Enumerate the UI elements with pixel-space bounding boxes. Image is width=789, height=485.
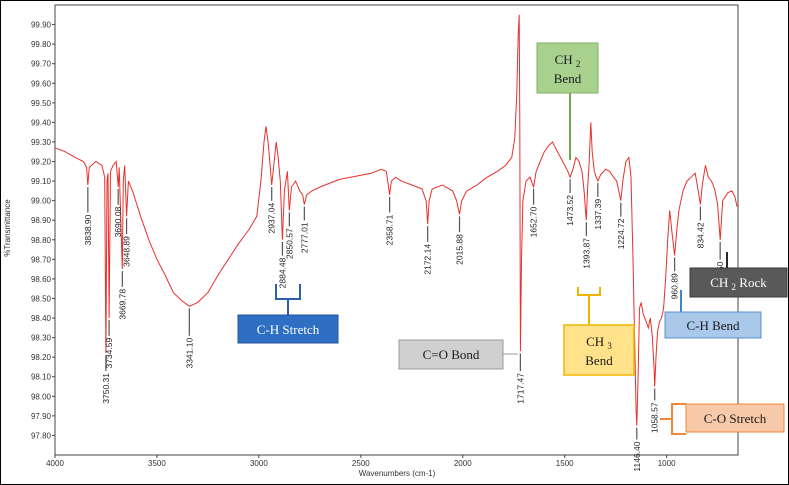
- x-tick-label: 1000: [658, 459, 676, 468]
- y-tick-label: 99.90: [31, 21, 52, 30]
- y-axis-ticks: 97.80 97.90 98.00 98.10 98.20 98.30 98.40 98.50…: [31, 21, 55, 440]
- peak-label: 1473.52: [565, 195, 575, 226]
- y-tick-label: 98.50: [31, 294, 52, 303]
- ch2-rock-label: CH 2 Rock: [710, 275, 767, 292]
- co-bond-label: C=O Bond: [423, 347, 480, 362]
- y-tick-label: 99.70: [31, 60, 52, 69]
- x-tick-label: 3000: [250, 459, 268, 468]
- y-tick-label: 99.10: [31, 177, 52, 186]
- peak-label: 960.89: [670, 273, 680, 299]
- ch2-rock-box: CH 2 Rock: [689, 267, 788, 298]
- x-tick-label: 2500: [352, 459, 370, 468]
- ch2-bend-line2: Bend: [554, 71, 582, 86]
- peak-label: 3734.59: [104, 338, 114, 369]
- y-axis-title: %Transmittance: [3, 199, 12, 257]
- peak-label: 1652.70: [529, 206, 539, 237]
- peak-label: 2015.88: [455, 234, 465, 265]
- peak-label: 2172.14: [423, 244, 433, 275]
- peak-labels: 3838.90 3750.31 3734.59 3690.08 3669.78 3648.…: [83, 195, 725, 472]
- peak-label: 3669.78: [117, 289, 127, 320]
- y-tick-label: 99.60: [31, 79, 52, 88]
- peak-label: 1717.47: [515, 373, 525, 404]
- x-axis-title: Wavenumbers (cm-1): [359, 469, 436, 478]
- y-tick-label: 99.30: [31, 138, 52, 147]
- y-tick-label: 98.80: [31, 236, 52, 245]
- co-stretch-bracket: [660, 403, 686, 435]
- peak-label: 3838.90: [83, 214, 93, 245]
- x-tick-label: 4000: [46, 459, 64, 468]
- y-tick-label: 99.00: [31, 197, 52, 206]
- peak-label: 834.42: [695, 222, 705, 248]
- peak-label: 2884.48: [277, 257, 287, 288]
- ch-stretch-bracket: [275, 284, 301, 315]
- peak-label: 3648.89: [122, 236, 132, 267]
- peak-label: 1337.39: [593, 199, 603, 230]
- peak-label: 3690.08: [113, 206, 123, 237]
- ch2-bend-line1: CH 2: [555, 52, 581, 69]
- ch-stretch-label: C-H Stretch: [257, 322, 320, 337]
- ch3-bend-line1: CH 3: [586, 334, 612, 351]
- ch3-bend-line2: Bend: [585, 353, 613, 368]
- ch2-bend-box: CH 2 Bend: [536, 42, 599, 94]
- y-tick-label: 98.20: [31, 353, 52, 362]
- y-tick-label: 98.30: [31, 334, 52, 343]
- co-bond-box: C=O Bond: [398, 339, 504, 370]
- peak-label: 1224.72: [616, 218, 626, 249]
- peak-label: 3341.10: [184, 338, 194, 369]
- ch-stretch-box: C-H Stretch: [237, 314, 339, 344]
- peak-label: 2850.57: [284, 228, 294, 259]
- ch3-bend-box: CH 3 Bend: [563, 324, 635, 376]
- peak-label: 2777.01: [299, 222, 309, 253]
- x-axis-ticks: 4000 3500 3000 2500 2000 1500 1000: [46, 455, 676, 468]
- plot-frame: [54, 4, 739, 456]
- y-tick-label: 98.40: [31, 314, 52, 323]
- ch3-bend-bracket: [577, 287, 601, 325]
- peak-label: 1146.40: [632, 441, 642, 471]
- y-tick-label: 98.90: [31, 216, 52, 225]
- y-tick-label: 97.80: [31, 431, 52, 440]
- peak-label: 1393.87: [581, 238, 591, 269]
- ch-bend-box: C-H Bend: [664, 311, 762, 339]
- peak-label: 2937.04: [267, 203, 277, 234]
- peak-label: 2358.71: [385, 214, 395, 245]
- x-tick-label: 3500: [148, 459, 166, 468]
- spectrum-line: [54, 14, 738, 426]
- y-tick-label: 99.40: [31, 118, 52, 127]
- x-tick-label: 1500: [556, 459, 574, 468]
- y-tick-label: 99.20: [31, 158, 52, 167]
- y-tick-label: 98.70: [31, 255, 52, 264]
- ch-bend-label: C-H Bend: [686, 318, 740, 333]
- peak-label: 3750.31: [101, 373, 111, 404]
- y-tick-label: 99.80: [31, 40, 52, 49]
- y-tick-label: 99.50: [31, 99, 52, 108]
- x-tick-label: 2000: [454, 459, 472, 468]
- y-tick-label: 98.60: [31, 275, 52, 284]
- co-stretch-label: C-O Stretch: [704, 411, 767, 426]
- y-tick-label: 98.00: [31, 392, 52, 401]
- peak-label-leaders: [87, 179, 721, 440]
- peak-label: 1058.57: [650, 402, 660, 433]
- y-tick-label: 97.90: [31, 412, 52, 421]
- co-stretch-box: C-O Stretch: [685, 403, 785, 433]
- y-tick-label: 98.10: [31, 373, 52, 382]
